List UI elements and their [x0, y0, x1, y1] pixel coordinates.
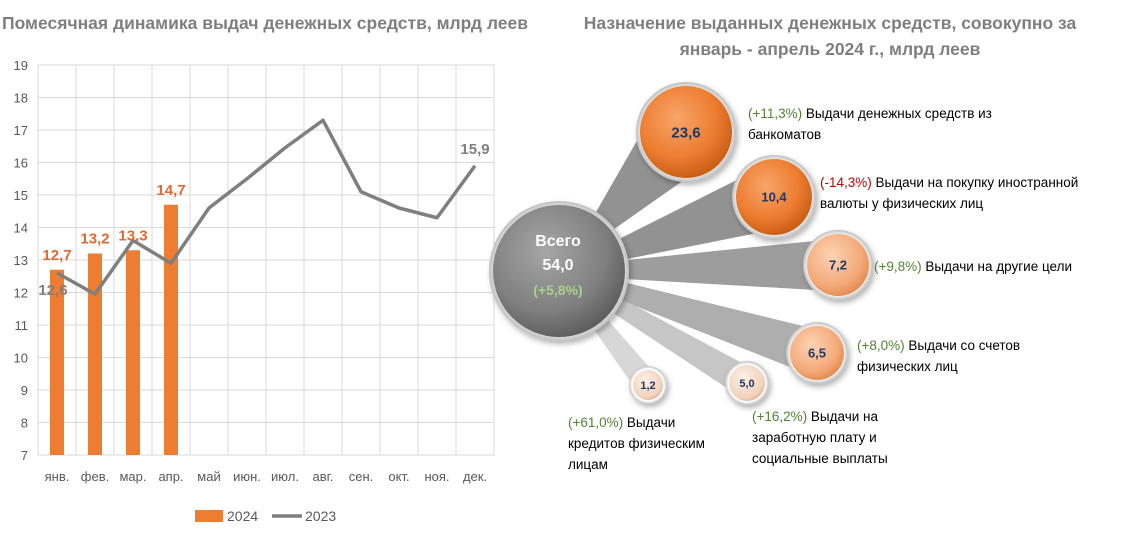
- bubble: [633, 370, 663, 400]
- x-tick-label: окт.: [388, 469, 409, 484]
- bubble-value: 1,2: [640, 380, 655, 392]
- bubble-label-fx: (-14,3%) Выдачи на покупку иностранной в…: [820, 172, 1100, 214]
- x-tick-label: апр.: [158, 469, 183, 484]
- bubble-value: 5,0: [739, 378, 754, 390]
- legend-swatch-2024: [195, 510, 223, 522]
- y-tick-label: 7: [21, 448, 28, 463]
- change-other: (+9,8%): [874, 259, 922, 274]
- bubble-value: 10,4: [761, 190, 787, 205]
- x-tick-label: фев.: [81, 469, 109, 484]
- x-tick-label: ноя.: [424, 469, 449, 484]
- y-tick-label: 11: [15, 318, 29, 333]
- connector-wedge: [602, 292, 755, 397]
- bubble: [729, 365, 765, 401]
- label-other: Выдачи на другие цели: [925, 259, 1073, 274]
- x-tick-label: дек.: [463, 469, 487, 484]
- connector-wedge: [609, 279, 824, 375]
- bar-2024: [50, 269, 64, 455]
- bubble-label-accounts: (+8,0%) Выдачи со счетов физических лиц: [857, 335, 1047, 377]
- change-atm: (+11,3%): [748, 106, 803, 121]
- label-credits: Выдачи кредитов физическим лицам: [568, 415, 705, 472]
- y-tick-label: 9: [21, 383, 28, 398]
- legend-label-2023: 2023: [305, 508, 336, 524]
- total-bubble-text: Всего 54,0 (+5,8%): [498, 230, 618, 302]
- bubble-value: 6,5: [808, 346, 826, 361]
- total-change: (+5,8%): [533, 282, 583, 298]
- line-data-label: 15,9: [460, 141, 489, 158]
- x-tick-label: авг.: [313, 469, 334, 484]
- bar-data-label: 13,2: [80, 231, 109, 248]
- label-salary: Выдачи на заработную плату и социальные …: [752, 409, 888, 466]
- total-bubble: [493, 205, 625, 337]
- y-tick-label: 15: [14, 188, 28, 203]
- label-accounts: Выдачи со счетов физических лиц: [857, 338, 1021, 374]
- y-tick-label: 10: [14, 351, 28, 366]
- bar-data-label: 12,7: [42, 247, 71, 264]
- bar-2024: [88, 253, 102, 455]
- line-2023: [56, 118, 477, 296]
- x-tick-label: май: [197, 469, 220, 484]
- y-tick-label: 18: [14, 91, 28, 106]
- label-fx: Выдачи на покупку иностранной валюты у ф…: [820, 175, 1079, 211]
- bubble: [640, 86, 732, 178]
- x-tick-label: сен.: [349, 469, 374, 484]
- bar-2024: [164, 204, 178, 455]
- bubble: [807, 234, 869, 296]
- legend-label-2024: 2024: [227, 508, 258, 524]
- bubble-label-other: (+9,8%) Выдачи на другие цели: [874, 256, 1124, 277]
- bubble-value: 7,2: [829, 258, 847, 273]
- bar-data-label: 14,7: [156, 182, 185, 199]
- change-fx: (-14,3%): [820, 175, 872, 190]
- left-chart-title: Помесячная динамика выдач денежных средс…: [2, 13, 528, 33]
- x-tick-label: янв.: [45, 469, 70, 484]
- y-tick-label: 19: [14, 58, 28, 73]
- change-salary: (+16,2%): [752, 409, 808, 424]
- bubble: [790, 326, 844, 380]
- right-chart-title: Назначение выданных денежных средств, со…: [583, 13, 1077, 59]
- y-tick-label: 16: [14, 156, 28, 171]
- y-tick-label: 8: [21, 416, 28, 431]
- bubble: [736, 159, 812, 235]
- change-credits: (+61,0%): [568, 415, 624, 430]
- bubble-label-atm: (+11,3%) Выдачи денежных средств из банк…: [748, 103, 1048, 145]
- line-data-label: 12,6: [38, 282, 67, 299]
- bar-2024: [126, 250, 140, 455]
- x-tick-label: июн.: [233, 469, 261, 484]
- total-label: Всего: [535, 233, 581, 250]
- change-accounts: (+8,0%): [857, 338, 905, 353]
- bubble-label-salary: (+16,2%) Выдачи на заработную плату и со…: [752, 406, 912, 469]
- y-tick-label: 13: [14, 253, 28, 268]
- label-atm: Выдачи денежных средств из банкоматов: [748, 106, 992, 142]
- bubble-label-credits: (+61,0%) Выдачи кредитов физическим лица…: [568, 412, 728, 475]
- bar-data-label: 13,3: [118, 227, 147, 244]
- bubble-value: 23,6: [671, 124, 700, 141]
- x-tick-label: мар.: [119, 469, 146, 484]
- purpose-bubble-chart: 23,6 10,4 7,2 6,5 5,0 1,2: [489, 82, 873, 405]
- y-tick-label: 17: [14, 123, 28, 138]
- connector-wedge: [614, 238, 839, 292]
- total-value: 54,0: [542, 257, 574, 274]
- y-tick-label: 12: [14, 286, 28, 301]
- x-tick-label: июл.: [271, 469, 299, 484]
- monthly-dynamics-chart: 7 8 9 10 11 12 13 14 15 16 17 18 19 янв. фев. мар. апр. м…: [14, 58, 495, 524]
- y-tick-label: 14: [14, 221, 28, 236]
